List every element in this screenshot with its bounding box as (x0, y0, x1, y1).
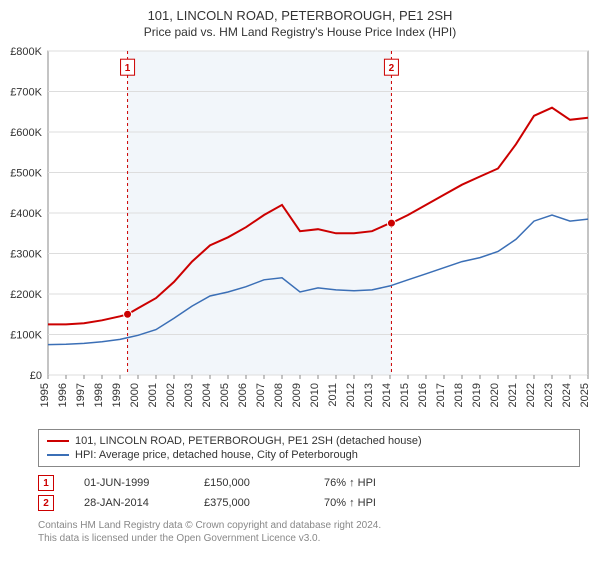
svg-text:£700K: £700K (10, 87, 42, 99)
legend: 101, LINCOLN ROAD, PETERBOROUGH, PE1 2SH… (38, 429, 580, 467)
chart-svg: £0 £100K £200K £300K £400K £500K £600K £700K £80… (0, 43, 600, 423)
footnote: Contains HM Land Registry data © Crown c… (38, 519, 580, 545)
sale-price-2: £375,000 (204, 497, 294, 509)
legend-label-hpi: HPI: Average price, detached house, City… (75, 449, 358, 461)
svg-text:1995: 1995 (39, 383, 51, 407)
svg-text:2020: 2020 (489, 383, 501, 407)
sale-date-1: 01-JUN-1999 (84, 477, 174, 489)
svg-text:2012: 2012 (345, 383, 357, 407)
svg-text:2003: 2003 (183, 383, 195, 407)
svg-text:£800K: £800K (10, 46, 42, 58)
sale-pct-2: 70% ↑ HPI (324, 497, 414, 509)
svg-text:£0: £0 (30, 370, 42, 382)
sale-price-1: £150,000 (204, 477, 294, 489)
chart-title: 101, LINCOLN ROAD, PETERBOROUGH, PE1 2SH (0, 8, 600, 23)
footnote-line-2: This data is licensed under the Open Gov… (38, 532, 580, 545)
legend-label-subject: 101, LINCOLN ROAD, PETERBOROUGH, PE1 2SH… (75, 435, 422, 447)
legend-swatch-subject (47, 440, 69, 442)
footnote-line-1: Contains HM Land Registry data © Crown c… (38, 519, 580, 532)
sales-row-2: 2 28-JAN-2014 £375,000 70% ↑ HPI (38, 493, 580, 513)
sales-row-1: 1 01-JUN-1999 £150,000 76% ↑ HPI (38, 473, 580, 493)
svg-text:2022: 2022 (525, 383, 537, 407)
svg-text:2010: 2010 (309, 383, 321, 407)
legend-swatch-hpi (47, 454, 69, 456)
svg-text:2000: 2000 (129, 383, 141, 407)
svg-text:2016: 2016 (417, 383, 429, 407)
legend-item-hpi: HPI: Average price, detached house, City… (47, 448, 571, 462)
svg-text:2006: 2006 (237, 383, 249, 407)
chart-subtitle: Price paid vs. HM Land Registry's House … (0, 25, 600, 39)
svg-text:1996: 1996 (57, 383, 69, 407)
sale-marker-2: 2 (38, 495, 54, 511)
sale-date-2: 28-JAN-2014 (84, 497, 174, 509)
svg-text:1: 1 (125, 63, 131, 74)
svg-text:£200K: £200K (10, 289, 42, 301)
svg-text:2002: 2002 (165, 383, 177, 407)
svg-text:1997: 1997 (75, 383, 87, 407)
svg-text:2008: 2008 (273, 383, 285, 407)
svg-text:2005: 2005 (219, 383, 231, 407)
svg-text:2013: 2013 (363, 383, 375, 407)
svg-text:£500K: £500K (10, 168, 42, 180)
svg-text:1999: 1999 (111, 383, 123, 407)
svg-text:2024: 2024 (561, 383, 573, 407)
svg-text:1998: 1998 (93, 383, 105, 407)
svg-text:2019: 2019 (471, 383, 483, 407)
chart-area: £0 £100K £200K £300K £400K £500K £600K £700K £80… (0, 43, 600, 423)
svg-text:£100K: £100K (10, 330, 42, 342)
sales-table: 1 01-JUN-1999 £150,000 76% ↑ HPI 2 28-JA… (38, 473, 580, 513)
svg-text:2: 2 (389, 63, 395, 74)
svg-text:2023: 2023 (543, 383, 555, 407)
svg-text:2007: 2007 (255, 383, 267, 407)
svg-text:2011: 2011 (327, 383, 339, 407)
svg-text:£400K: £400K (10, 208, 42, 220)
svg-text:2025: 2025 (579, 383, 591, 407)
svg-text:2009: 2009 (291, 383, 303, 407)
legend-item-subject: 101, LINCOLN ROAD, PETERBOROUGH, PE1 2SH… (47, 434, 571, 448)
svg-text:2001: 2001 (147, 383, 159, 407)
svg-text:£300K: £300K (10, 249, 42, 261)
svg-text:2021: 2021 (507, 383, 519, 407)
sale-marker-1: 1 (38, 475, 54, 491)
svg-text:2004: 2004 (201, 383, 213, 407)
svg-text:2018: 2018 (453, 383, 465, 407)
svg-text:2017: 2017 (435, 383, 447, 407)
svg-text:2014: 2014 (381, 383, 393, 407)
svg-text:2015: 2015 (399, 383, 411, 407)
svg-text:£600K: £600K (10, 127, 42, 139)
sale-pct-1: 76% ↑ HPI (324, 477, 414, 489)
